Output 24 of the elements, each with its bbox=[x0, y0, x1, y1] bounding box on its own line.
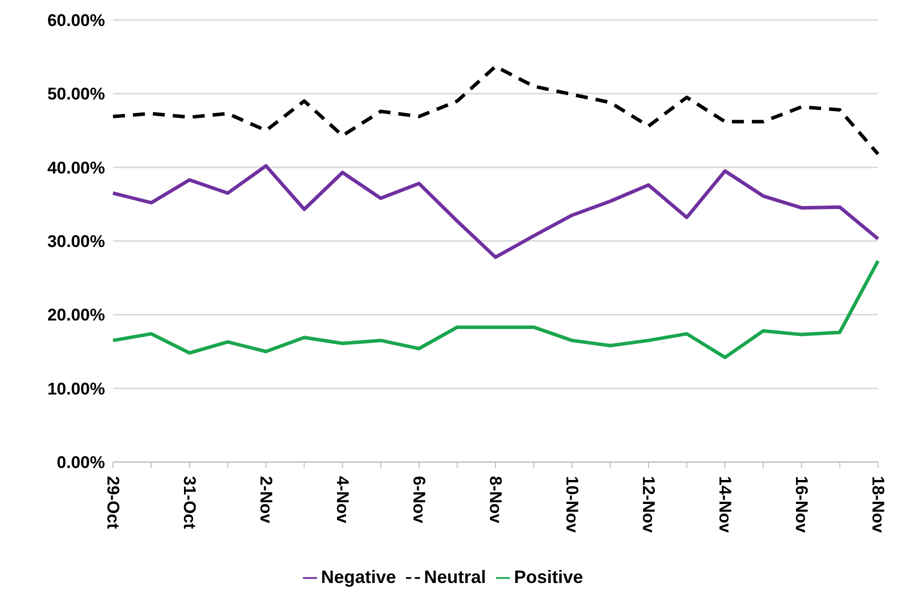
x-tick-label: 4-Nov bbox=[333, 476, 352, 524]
legend-label: Positive bbox=[514, 567, 584, 587]
y-tick-label: 30.00% bbox=[47, 232, 105, 252]
y-tick-label: 0.00% bbox=[56, 453, 105, 472]
x-tick-label: 31-Oct bbox=[180, 476, 199, 530]
y-tick-label: 60.00% bbox=[47, 11, 105, 30]
x-tick-label: 16-Nov bbox=[792, 476, 811, 534]
legend-label: Neutral bbox=[424, 567, 486, 587]
x-tick-label: 6-Nov bbox=[410, 476, 428, 524]
line-series bbox=[111, 64, 880, 156]
x-tick-label: 18-Nov bbox=[868, 476, 888, 534]
y-tick-label: 40.00% bbox=[47, 158, 105, 178]
x-tick-label: 2-Nov bbox=[256, 476, 276, 524]
y-tick-label: 10.00% bbox=[47, 379, 105, 398]
y-tick-label: 20.00% bbox=[47, 306, 105, 325]
legend-label: Negative bbox=[320, 567, 396, 587]
x-tick-label: 29-Oct bbox=[104, 476, 122, 530]
line-series bbox=[111, 164, 880, 259]
line-series bbox=[111, 259, 880, 360]
x-tick-label: 14-Nov bbox=[716, 476, 734, 534]
x-tick-label: 10-Nov bbox=[562, 476, 582, 534]
x-tick-label: 8-Nov bbox=[486, 476, 505, 524]
x-tick-label: 12-Nov bbox=[639, 476, 658, 534]
y-tick-label: 50.00% bbox=[47, 84, 105, 104]
